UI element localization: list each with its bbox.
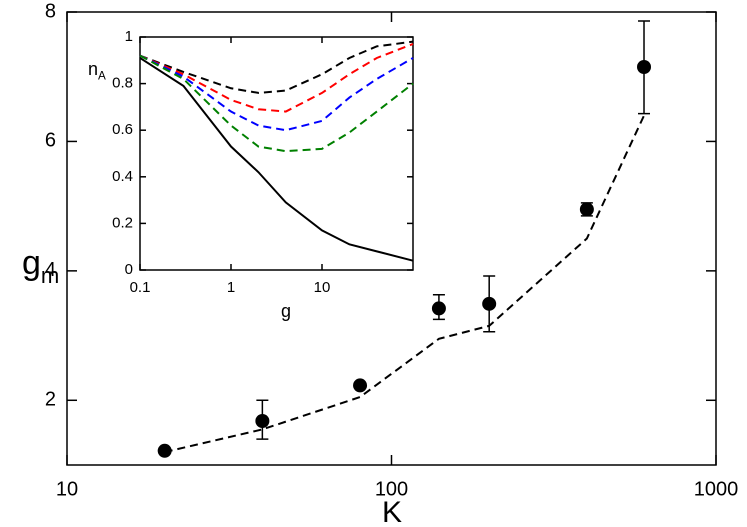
- x-tick-label: 10: [56, 478, 78, 500]
- plot-frame: [139, 36, 414, 271]
- data-line: [139, 54, 414, 153]
- data-point: [353, 378, 368, 393]
- y-axis-label-main: g: [22, 244, 41, 282]
- data-point: [431, 301, 446, 316]
- y-tick-label: 8: [45, 0, 56, 22]
- y-tick-label: 0.2: [112, 214, 133, 231]
- data-line: [139, 54, 414, 132]
- data-point: [157, 443, 172, 458]
- data-line: [139, 43, 414, 113]
- data-line: [139, 57, 414, 262]
- data-point: [255, 413, 270, 428]
- y-axis-label-main: n: [88, 59, 98, 79]
- y-tick-label: 2: [45, 389, 56, 411]
- y-axis-label: nA: [88, 59, 106, 83]
- y-tick-label: 6: [45, 130, 56, 152]
- x-axis-label: g: [281, 301, 291, 321]
- x-tick-label: 0.1: [130, 279, 151, 296]
- data-point: [637, 60, 652, 75]
- data-point: [579, 202, 594, 217]
- y-tick-label: 0: [125, 261, 133, 278]
- x-tick-label: 1: [227, 279, 235, 296]
- y-tick-label: 0.8: [112, 75, 133, 92]
- y-axis-label-sub: A: [98, 69, 106, 82]
- y-axis-label: gm: [22, 244, 59, 288]
- y-tick-label: 4: [45, 259, 56, 281]
- y-tick-label: 0.6: [112, 121, 133, 138]
- x-tick-label: 1000: [694, 478, 739, 500]
- y-tick-label: 1: [125, 28, 133, 45]
- x-tick-label: 100: [375, 478, 408, 500]
- y-axis-label-sub: m: [41, 263, 59, 288]
- x-axis-label: K: [382, 496, 402, 527]
- data-point: [482, 296, 497, 311]
- y-tick-label: 0.4: [112, 168, 133, 185]
- data-line: [164, 115, 645, 454]
- x-tick-label: 10: [314, 279, 331, 296]
